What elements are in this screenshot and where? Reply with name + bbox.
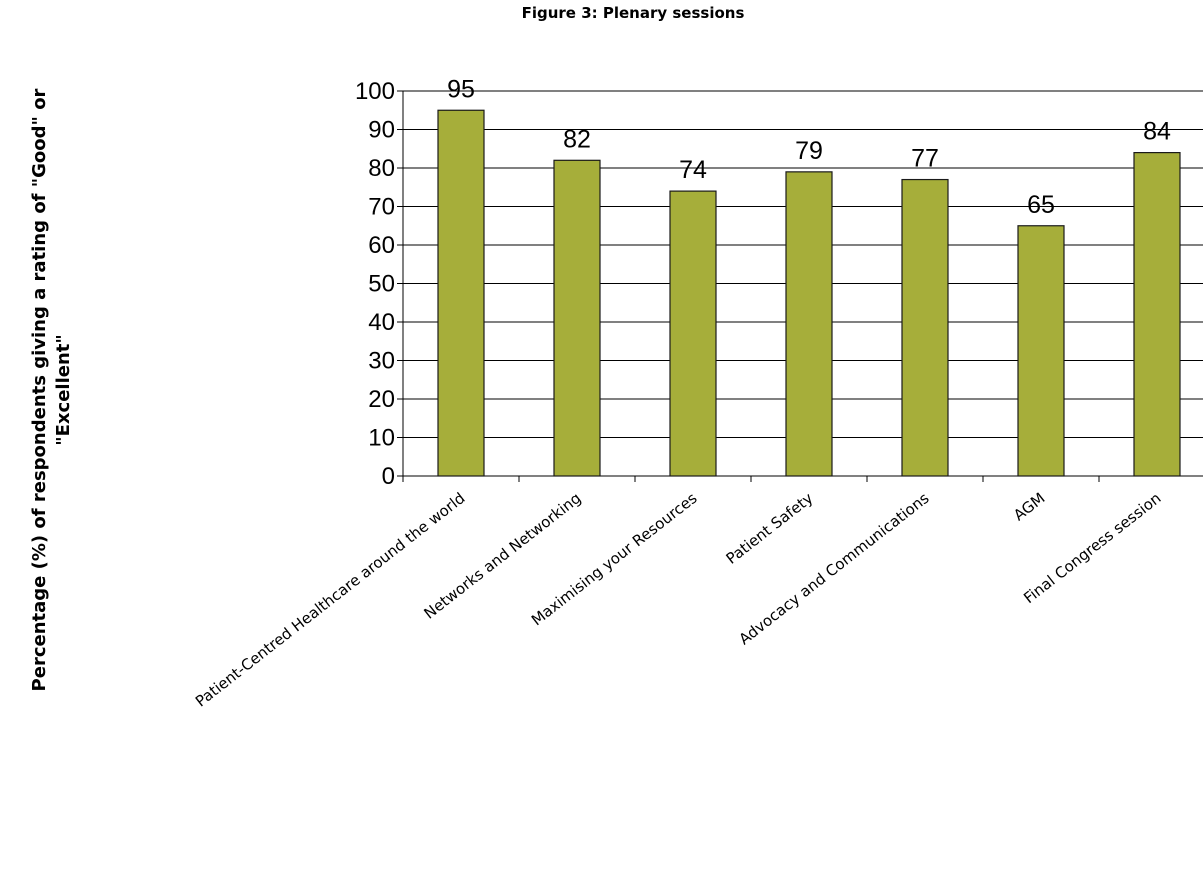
y-tick-label: 50 (368, 271, 395, 298)
y-axis-title-line-2: "Excellent" (53, 334, 74, 446)
y-tick-label: 30 (368, 348, 395, 375)
data-label: 82 (563, 125, 591, 153)
y-tick-label: 100 (355, 78, 395, 105)
y-tick-label: 60 (368, 232, 395, 259)
bar (901, 178, 949, 477)
x-category-label: Patient-Centred Healthcare around the wo… (192, 489, 468, 711)
y-tick-label: 80 (368, 155, 395, 182)
y-tick-label: 20 (368, 386, 395, 413)
data-label: 79 (795, 137, 823, 165)
bar (669, 190, 717, 477)
x-category-label: Patient Safety (723, 489, 817, 568)
y-tick-label: 0 (382, 463, 395, 490)
data-label: 65 (1027, 191, 1055, 219)
data-label: 95 (447, 75, 475, 103)
y-tick-label: 40 (368, 309, 395, 336)
bar (437, 109, 485, 477)
bar (1017, 225, 1065, 477)
y-tick-label: 70 (368, 194, 395, 221)
y-axis-title: Percentage (%) of respondents giving a r… (29, 88, 74, 691)
data-label: 84 (1143, 118, 1171, 146)
plot-area: 0 10 20 30 40 50 60 70 80 90 100 95 Patient-Centred … (192, 75, 1203, 711)
data-label: 74 (679, 156, 707, 184)
bar (1133, 152, 1181, 477)
chart-title: Figure 3: Plenary sessions (522, 4, 745, 22)
x-category-label: AGM (1010, 489, 1048, 524)
data-label: 77 (911, 145, 939, 173)
y-tick-label: 10 (368, 425, 395, 452)
x-category-label: Advocacy and Communications (735, 489, 932, 649)
y-tick-label: 90 (368, 117, 395, 144)
bar (553, 159, 601, 477)
y-axis-title-line-1: Percentage (%) of respondents giving a r… (29, 88, 50, 691)
bar (785, 171, 833, 477)
